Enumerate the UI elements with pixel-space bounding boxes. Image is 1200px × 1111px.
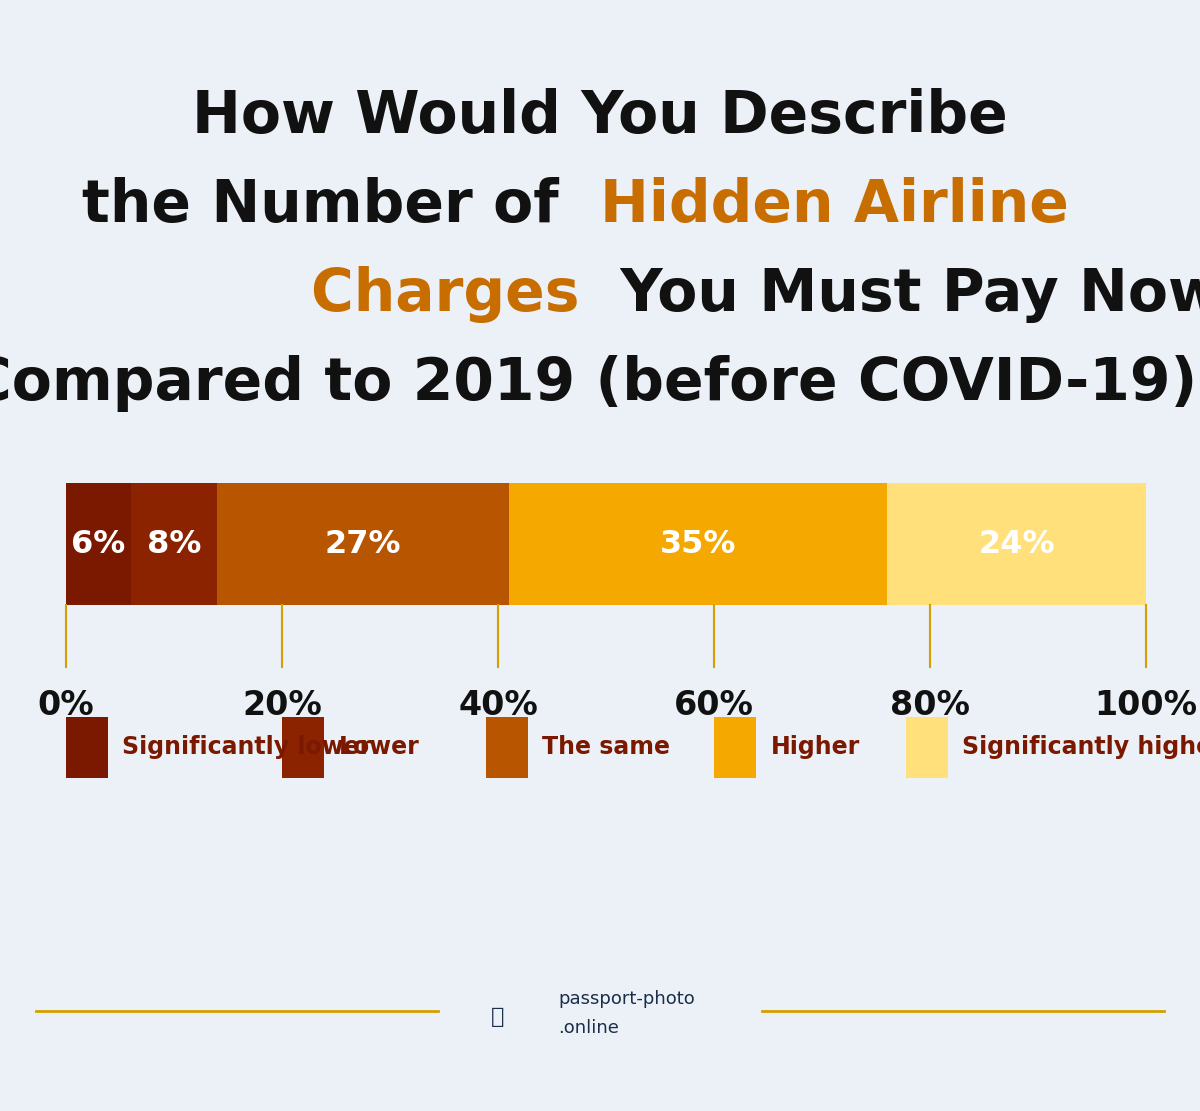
Text: How Would You Describe: How Would You Describe: [192, 88, 1008, 146]
Text: 0%: 0%: [37, 689, 95, 722]
Text: 8%: 8%: [146, 529, 202, 560]
Text: The same: The same: [542, 735, 671, 759]
Text: Hidden Airline: Hidden Airline: [600, 177, 1069, 234]
Bar: [906, 717, 948, 778]
Text: 40%: 40%: [458, 689, 538, 722]
Bar: [66, 483, 131, 605]
Text: Compared to 2019 (before COVID-19)?: Compared to 2019 (before COVID-19)?: [0, 354, 1200, 412]
Text: Significantly lower: Significantly lower: [122, 735, 372, 759]
Text: 24%: 24%: [978, 529, 1055, 560]
Text: passport-photo: passport-photo: [558, 990, 695, 1008]
Text: You Must Pay Now: You Must Pay Now: [600, 266, 1200, 323]
Text: Lower: Lower: [338, 735, 419, 759]
Bar: [509, 483, 887, 605]
Bar: [714, 717, 756, 778]
Text: 27%: 27%: [325, 529, 401, 560]
Text: Higher: Higher: [770, 735, 859, 759]
Bar: [887, 483, 1146, 605]
Text: 80%: 80%: [890, 689, 970, 722]
Text: Charges: Charges: [311, 266, 600, 323]
Text: 60%: 60%: [674, 689, 754, 722]
Bar: [486, 717, 528, 778]
Bar: [217, 483, 509, 605]
Text: the Number of: the Number of: [83, 177, 600, 234]
Bar: [282, 717, 324, 778]
Bar: [66, 717, 108, 778]
Text: .online: .online: [558, 1019, 619, 1037]
Bar: [131, 483, 217, 605]
Text: 6%: 6%: [71, 529, 126, 560]
Text: 20%: 20%: [242, 689, 322, 722]
Text: 📷: 📷: [491, 1007, 505, 1027]
Text: Significantly higher: Significantly higher: [962, 735, 1200, 759]
Text: 100%: 100%: [1094, 689, 1198, 722]
Text: 35%: 35%: [660, 529, 736, 560]
